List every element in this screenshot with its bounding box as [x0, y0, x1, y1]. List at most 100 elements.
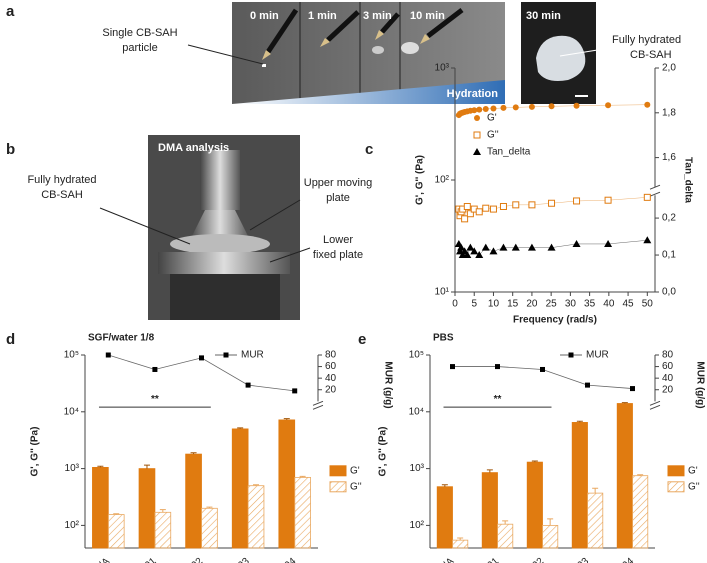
legend-swatch	[329, 481, 347, 493]
x-tick-label: 50	[642, 299, 654, 310]
error-bar	[457, 537, 464, 541]
y-axis-label: G', G'' (Pa)	[415, 155, 426, 205]
point	[470, 247, 479, 255]
y-tick-label: 10²	[410, 520, 425, 531]
bar	[185, 453, 202, 549]
x-tick-label: GelB03	[219, 556, 252, 563]
legend-label: G'	[688, 465, 698, 476]
point	[585, 382, 590, 388]
error-bar	[206, 506, 213, 509]
bar	[201, 507, 218, 549]
y2-axis-label: MUR (g/g)	[694, 361, 705, 408]
x-tick-label: 30	[565, 299, 577, 310]
time-label: 1 min	[308, 10, 337, 22]
point	[512, 104, 519, 111]
legend-label: Tan_delta	[487, 147, 531, 158]
x-tick-label: GelB03	[559, 556, 592, 563]
bar	[278, 419, 296, 549]
point	[604, 196, 612, 204]
x-tick-label: 45	[623, 299, 635, 310]
error-bar	[253, 484, 260, 486]
bar	[452, 539, 469, 549]
y2-tick-label: 80	[662, 350, 674, 361]
point	[604, 239, 613, 247]
pointer	[559, 47, 611, 57]
error-bar	[502, 520, 509, 525]
point	[105, 352, 111, 358]
point	[512, 201, 520, 209]
annotation: Single CB-SAH	[102, 27, 177, 39]
x-tick-label: 40	[603, 299, 615, 310]
y2-axis-label: Tan_delta	[682, 157, 693, 203]
point	[474, 115, 480, 121]
legend-marker	[223, 352, 229, 358]
error-bar	[97, 465, 104, 468]
error-bar	[621, 402, 628, 404]
error-bar	[592, 487, 599, 494]
x-tick-label: GelB04	[604, 556, 637, 563]
point	[489, 247, 498, 255]
point	[245, 382, 251, 388]
error-bar	[547, 518, 554, 526]
y-tick-label: 10¹	[435, 287, 450, 298]
point	[152, 366, 158, 372]
bar	[107, 514, 125, 549]
time-label: 10 min	[410, 10, 445, 22]
point	[572, 239, 581, 247]
y2-tick-label: 0,1	[662, 250, 676, 261]
y2-tick-label: 20	[662, 384, 674, 395]
bar	[247, 485, 265, 549]
chart-title: SGF/water 1/8	[88, 333, 155, 344]
x-tick-label: 5	[471, 299, 477, 310]
photo-title: DMA analysis	[158, 142, 229, 154]
y2-tick-label: 0,0	[662, 287, 676, 298]
x-tick-label: GelA	[88, 556, 112, 563]
point	[292, 388, 298, 394]
y2-tick-label: 40	[662, 373, 674, 384]
y-tick-label: 10⁵	[64, 350, 79, 361]
axis-break	[312, 400, 324, 410]
panel-letter: a	[6, 3, 15, 20]
legend-swatch	[667, 481, 685, 493]
time-label: 3 min	[363, 10, 392, 22]
y-tick-label: 10²	[65, 520, 80, 531]
point	[528, 103, 535, 110]
point	[482, 106, 489, 113]
legend-label: G''	[487, 130, 499, 141]
point	[476, 106, 483, 113]
point	[457, 243, 466, 251]
legend-swatch	[329, 465, 347, 477]
y-tick-label: 10³	[410, 463, 425, 474]
point	[548, 103, 555, 110]
x-tick-label: GelB01	[469, 556, 502, 563]
point	[643, 236, 652, 244]
error-bar	[299, 475, 306, 478]
point	[499, 202, 507, 210]
point	[644, 101, 651, 108]
legend-swatch	[667, 465, 685, 477]
bar	[138, 468, 156, 549]
time-label: 30 min	[526, 10, 561, 22]
point	[511, 243, 520, 251]
x-tick-label: GelB01	[126, 556, 159, 563]
significance-label: **	[151, 394, 159, 405]
y-axis-label: G', G'' (Pa)	[30, 427, 41, 477]
point	[527, 243, 536, 251]
error-bar	[531, 460, 538, 463]
x-tick-label: 25	[546, 299, 558, 310]
point	[490, 105, 497, 112]
axis-break	[649, 400, 661, 410]
chart-title: PBS	[433, 333, 454, 344]
error-bar	[237, 427, 244, 429]
point	[547, 243, 556, 251]
annotation: Fully hydrated	[612, 34, 681, 46]
legend-label: G''	[688, 481, 700, 492]
panel-letter: d	[6, 331, 15, 348]
y-tick-label: 10³	[65, 463, 80, 474]
y2-axis-label: MUR (g/g)	[382, 361, 393, 408]
y2-tick-label: 1,8	[662, 107, 676, 118]
y2-tick-label: 1,6	[662, 152, 676, 163]
annotation: particle	[122, 42, 157, 54]
point	[643, 193, 651, 201]
